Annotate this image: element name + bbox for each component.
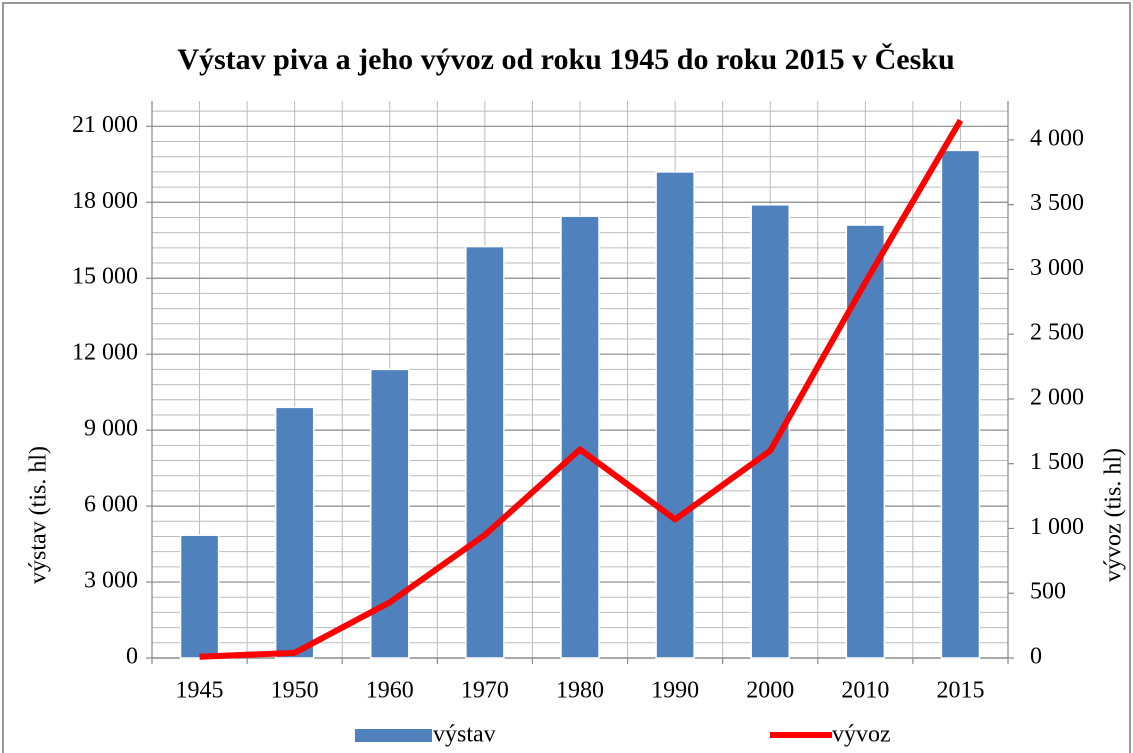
y-axis-title: výstav (tis. hl) [26, 446, 52, 584]
bar [274, 406, 315, 659]
x-tick-label: 1945 [176, 678, 224, 704]
legend-label: vývoz [832, 722, 891, 748]
y2-tick-label: 500 [1030, 579, 1066, 605]
y-tick-label: 9 000 [84, 416, 138, 442]
y-tick-label: 15 000 [72, 264, 138, 290]
legend-label: výstav [433, 722, 496, 748]
x-tick-label: 1990 [651, 678, 699, 704]
bar [560, 215, 600, 659]
line [199, 118, 964, 660]
y-tick-label: 3 000 [84, 568, 138, 594]
chart-title: Výstav piva a jeho vývoz od roku 1945 do… [177, 43, 954, 76]
y-tick-label: 18 000 [72, 188, 138, 214]
x-tick-label: 2015 [936, 678, 984, 704]
y-tick-label: 0 [126, 644, 138, 670]
bar [655, 171, 695, 659]
bar [750, 204, 790, 659]
bar [465, 245, 505, 659]
bar [845, 224, 886, 659]
bar [940, 149, 981, 659]
y-tick-label: 12 000 [72, 340, 138, 366]
y2-tick-label: 2 000 [1030, 384, 1084, 410]
y-tick-label: 6 000 [84, 492, 138, 518]
y2-tick-label: 1 500 [1030, 449, 1084, 475]
x-tick-label: 1960 [366, 678, 414, 704]
y2-tick-label: 1 000 [1030, 514, 1084, 540]
y2-tick-label: 4 000 [1030, 125, 1084, 151]
bar [179, 534, 220, 659]
y2-tick-label: 2 500 [1030, 320, 1084, 346]
x-tick-label: 1980 [556, 678, 604, 704]
y2-axis-title: vývoz (tis. hl) [1101, 448, 1127, 582]
x-tick-label: 1970 [461, 678, 509, 704]
legend-swatch [355, 729, 432, 742]
y2-tick-label: 3 500 [1030, 190, 1084, 216]
y2-tick-label: 3 000 [1030, 255, 1084, 281]
bar [370, 368, 410, 659]
y-tick-label: 21 000 [72, 112, 138, 138]
x-tick-label: 2000 [746, 678, 794, 704]
y2-tick-label: 0 [1030, 644, 1042, 670]
x-tick-label: 2010 [841, 678, 889, 704]
x-tick-label: 1950 [271, 678, 319, 704]
